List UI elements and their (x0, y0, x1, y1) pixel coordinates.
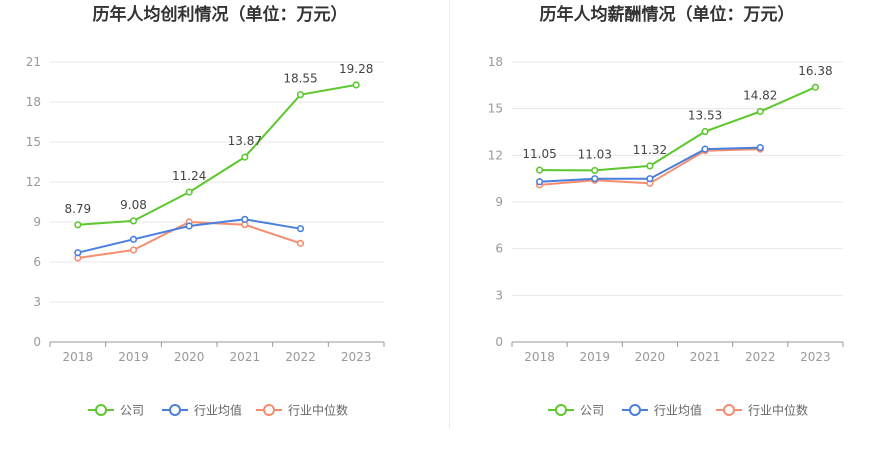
data-label-2021: 13.53 (688, 109, 722, 123)
x-tick-label-2018: 2018 (524, 350, 555, 364)
data-point-industry-avg-2018 (74, 249, 82, 257)
per-capita-profit-chart: 历年人均创利情况（单位：万元） 0 3 6 9 12 15 18 21 2018 2019 2020 2… (26, 4, 385, 418)
x-tick-label-2020: 2020 (174, 350, 205, 364)
data-point-industry-median-2019 (129, 246, 138, 254)
data-label-2020: 11.32 (633, 143, 667, 157)
data-label-2023: 19.28 (339, 62, 373, 76)
data-point-company-2018 (535, 166, 544, 174)
chart-title: 历年人均薪酬情况（单位：万元） (540, 4, 795, 25)
data-label-2021: 13.87 (228, 134, 262, 148)
data-point-company-2020 (646, 162, 654, 170)
y-tick-label-0: 0 (495, 335, 503, 349)
y-tick-label-3: 3 (495, 288, 503, 302)
salary-chart-panel: 历年人均薪酬情况（单位：万元） 0 3 6 9 12 15 18 2018 2019 2020 202… (450, 0, 893, 458)
data-point-industry-avg-2020 (185, 222, 193, 230)
legend-label: 公司 (580, 404, 604, 418)
x-tick-label-2022: 2022 (285, 350, 316, 364)
x-tick-label-2022: 2022 (745, 350, 776, 364)
y-tick-label-9: 9 (33, 215, 41, 229)
legend-label: 公司 (120, 404, 144, 418)
legend-label: 行业中位数 (288, 403, 348, 418)
data-point-company-2018 (74, 221, 82, 229)
legend-label: 行业均值 (194, 403, 242, 418)
data-point-company-2023 (352, 81, 360, 89)
y-tick-label-18: 18 (26, 95, 41, 109)
legend-swatch-marker (169, 404, 181, 416)
legend-item-industry-avg: 行业均值 (162, 403, 242, 418)
legend-item-industry-median: 行业中位数 (716, 403, 808, 418)
legend-swatch-marker (629, 404, 641, 416)
y-tick-label-3: 3 (33, 295, 41, 309)
x-tick-label-2019: 2019 (118, 350, 149, 364)
legend-swatch-marker (723, 404, 735, 416)
per-capita-salary-chart: 历年人均薪酬情况（单位：万元） 0 3 6 9 12 15 18 2018 2019 2020 202… (488, 4, 844, 418)
data-point-company-2023 (811, 83, 820, 91)
legend-swatch-marker (263, 404, 275, 416)
legend-label: 行业均值 (654, 403, 702, 418)
data-point-industry-avg-2019 (591, 175, 599, 183)
data-point-industry-avg-2021 (241, 215, 249, 223)
data-label-2020: 11.24 (172, 169, 206, 183)
data-point-company-2022 (756, 107, 764, 116)
legend-label: 行业中位数 (748, 403, 808, 418)
legend-item-industry-avg: 行业均值 (622, 403, 702, 418)
data-point-company-2019 (591, 166, 599, 175)
x-tick-label-2020: 2020 (635, 350, 666, 364)
y-tick-label-18: 18 (488, 55, 503, 69)
data-label-2022: 14.82 (743, 88, 777, 102)
data-point-company-2020 (185, 188, 193, 196)
data-point-industry-avg-2020 (646, 175, 654, 183)
data-label-2018: 8.79 (64, 202, 91, 216)
series-line-company (77, 83, 357, 226)
x-tick-label-2021: 2021 (230, 350, 261, 364)
data-point-industry-avg-2022 (296, 225, 305, 233)
y-tick-label-6: 6 (33, 255, 41, 269)
x-tick-label-2023: 2023 (341, 350, 372, 364)
data-point-industry-avg-2019 (129, 235, 138, 243)
x-tick-label-2018: 2018 (63, 350, 94, 364)
y-tick-label-12: 12 (26, 175, 41, 189)
profit-chart-panel: 历年人均创利情况（单位：万元） 0 3 6 9 12 15 18 21 2018 2019 2020 2… (26, 4, 385, 418)
legend: 公司 行业均值 行业中位数 (88, 403, 348, 418)
data-label-2018: 11.05 (522, 147, 556, 161)
y-tick-label-21: 21 (26, 55, 41, 69)
data-point-industry-avg-2022 (756, 143, 764, 152)
data-point-company-2021 (701, 127, 709, 136)
legend-swatch-marker (555, 404, 567, 416)
data-point-industry-avg-2018 (535, 178, 544, 186)
data-label-2019: 9.08 (120, 198, 147, 212)
y-tick-label-12: 12 (488, 148, 503, 162)
x-tick-label-2019: 2019 (579, 350, 610, 364)
y-tick-label-9: 9 (495, 195, 503, 209)
y-tick-label-6: 6 (495, 242, 503, 256)
legend-swatch-marker (95, 404, 107, 416)
data-point-company-2019 (129, 217, 138, 225)
data-label-2023: 16.38 (798, 64, 832, 78)
y-tick-label-0: 0 (33, 335, 41, 349)
data-point-company-2021 (241, 153, 249, 161)
data-point-industry-avg-2021 (701, 145, 709, 153)
x-tick-label-2023: 2023 (800, 350, 831, 364)
data-point-industry-median-2022 (296, 239, 305, 247)
panel-divider (449, 0, 450, 428)
data-point-company-2022 (296, 91, 305, 99)
series-line-company (539, 86, 816, 172)
legend: 公司 行业均值 行业中位数 (548, 403, 808, 418)
data-label-2022: 18.55 (283, 72, 317, 86)
y-tick-label-15: 15 (26, 135, 41, 149)
legend-item-industry-median: 行业中位数 (256, 403, 348, 418)
data-label-2019: 11.03 (578, 147, 612, 161)
legend-item-company: 公司 (548, 404, 604, 418)
chart-title: 历年人均创利情况（单位：万元） (93, 4, 348, 25)
legend-item-company: 公司 (88, 404, 144, 418)
y-tick-label-15: 15 (488, 102, 503, 116)
x-tick-label-2021: 2021 (690, 350, 721, 364)
